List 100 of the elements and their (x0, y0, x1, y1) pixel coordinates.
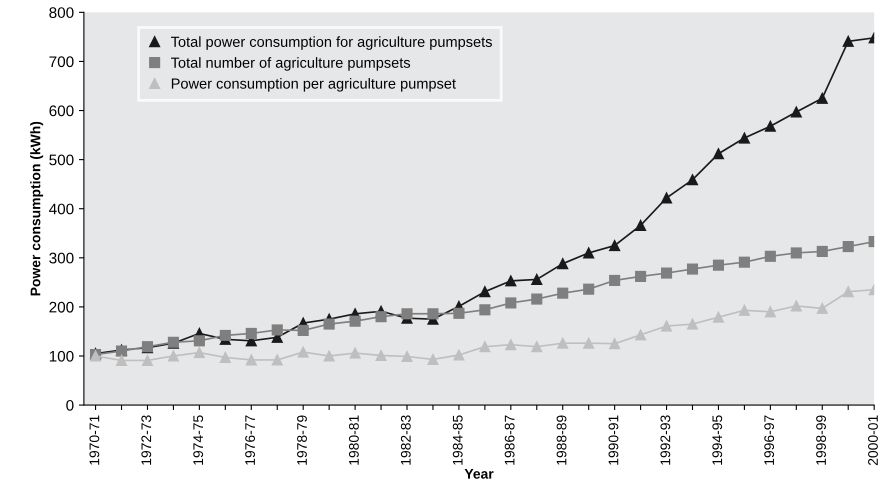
point (505, 297, 516, 309)
point (479, 304, 490, 316)
point (635, 329, 646, 340)
point (842, 36, 854, 47)
x-tick-label: 1978-79 (297, 415, 307, 465)
x-axis-title: Year (464, 469, 494, 479)
point (453, 308, 464, 319)
point (790, 106, 802, 118)
x-tick-label: 1994-95 (712, 415, 722, 465)
y-tick-label: 400 (49, 204, 74, 214)
point (583, 338, 594, 349)
point (194, 335, 205, 346)
point (764, 120, 776, 132)
point (220, 330, 231, 341)
point (427, 308, 439, 320)
legend-label: Total power consumption for agriculture pumpsets (171, 36, 492, 50)
y-tick-label: 700 (49, 56, 74, 68)
point (738, 256, 750, 268)
point (557, 338, 568, 349)
y-tick-label: 300 (49, 252, 74, 264)
point (479, 341, 490, 352)
y-tick-label: 600 (49, 105, 74, 116)
y-axis-title: Power consumption (kWh) (30, 122, 44, 296)
point (764, 306, 776, 318)
point (712, 260, 724, 271)
y-tick-label: 200 (49, 302, 74, 313)
point (712, 312, 724, 323)
point (531, 341, 542, 352)
point (350, 347, 361, 359)
legend-label: Power consumption per agriculture pumpset (172, 78, 456, 92)
point (142, 354, 154, 366)
point (816, 302, 828, 314)
x-tick-label: 1988-89 (556, 415, 566, 465)
point (479, 286, 490, 298)
point (686, 174, 698, 186)
point (116, 354, 128, 366)
point (220, 352, 231, 364)
x-tick-label: 1996-97 (764, 415, 774, 465)
point (557, 258, 568, 270)
point (660, 320, 672, 332)
point (246, 328, 257, 339)
point (505, 275, 516, 286)
point (298, 346, 309, 358)
point (635, 220, 646, 231)
y-tick-label: 500 (49, 154, 74, 166)
point (660, 267, 672, 279)
point (583, 284, 594, 295)
point (375, 350, 387, 362)
x-tick-label: 1974-75 (193, 415, 204, 465)
point (324, 318, 335, 330)
point (453, 349, 464, 361)
point (609, 274, 620, 286)
point (842, 240, 854, 252)
x-tick-label: 1982-83 (400, 415, 411, 465)
point (686, 264, 698, 275)
x-tick-label: 1972-73 (141, 415, 152, 465)
x-tick-label: 1970-71 (89, 415, 100, 465)
point (816, 92, 828, 104)
point (531, 293, 542, 305)
x-tick-label: 2000-01 (868, 415, 878, 466)
point (427, 354, 439, 365)
point (738, 304, 750, 316)
point (842, 286, 854, 298)
y-tick-label: 800 (49, 7, 74, 18)
x-tick-label: 1976-77 (245, 415, 256, 465)
y-tick-label: 0 (66, 400, 74, 411)
point (350, 316, 361, 327)
point (505, 339, 516, 350)
x-tick-label: 1980-81 (348, 415, 359, 465)
x-tick-label: 1984-85 (452, 415, 463, 465)
point (583, 247, 594, 258)
x-tick-label: 1998-99 (816, 415, 826, 465)
point (609, 338, 620, 350)
point (272, 354, 283, 366)
point (298, 324, 309, 336)
point (635, 270, 646, 282)
x-tick-label: 1990-91 (608, 415, 618, 465)
point (168, 350, 179, 362)
point (790, 247, 802, 258)
point (272, 324, 283, 336)
point (246, 354, 257, 366)
point (609, 240, 620, 252)
point (324, 350, 335, 362)
point (816, 246, 828, 257)
point (375, 311, 387, 322)
point (557, 288, 568, 299)
point (712, 148, 724, 160)
y-tick-label: 100 (50, 350, 74, 362)
point (660, 192, 672, 204)
point (401, 308, 413, 320)
x-tick-label: 1986-87 (504, 415, 515, 465)
point (401, 350, 413, 362)
legend-label: Total number of agriculture pumpsets (171, 57, 410, 71)
point (790, 300, 802, 312)
point (738, 132, 750, 144)
point (194, 346, 205, 358)
x-tick-label: 1992-93 (660, 415, 670, 465)
point (686, 318, 698, 330)
point (764, 250, 776, 262)
point (531, 274, 542, 285)
